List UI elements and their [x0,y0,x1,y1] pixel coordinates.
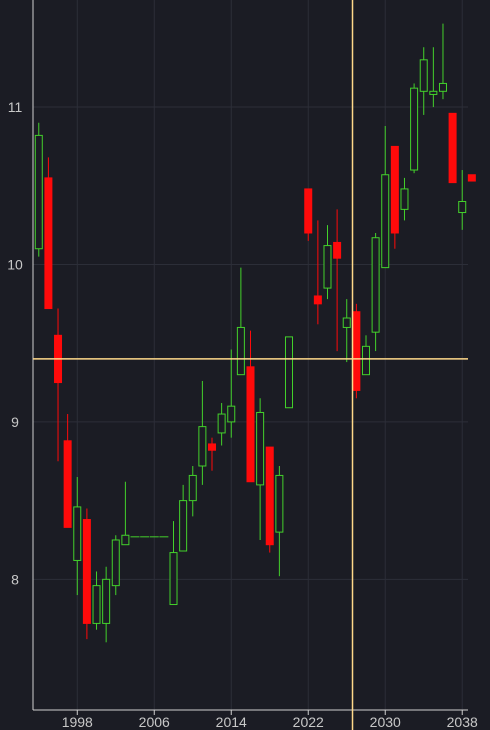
candle-body [44,177,53,310]
candle-body [352,311,361,391]
candle-up [92,571,101,630]
candle-body [227,405,236,423]
candle-body [208,443,217,451]
candle-body [400,188,409,210]
candle-up [429,47,438,108]
candle-body [63,440,72,528]
candle-body [342,317,351,328]
candle-up [102,566,111,643]
candle-down [352,303,361,399]
x-tick-label: 2022 [293,714,324,730]
candle-down [82,508,91,640]
x-tick-label: 2030 [370,714,401,730]
y-tick-label: 10 [7,256,23,272]
x-tick-label: 2006 [139,714,170,730]
y-tick-label: 8 [11,571,19,587]
candle-body [92,585,101,624]
candle-body [410,87,419,171]
candle-body [111,539,120,587]
tick-labels: 1998 2006 2014 2022 2030 2038 8 9 10 11 [7,99,478,730]
candle-up [217,403,226,446]
candle-body [429,90,438,95]
axes [32,0,468,715]
candle-body [217,413,226,434]
candle-body [121,534,130,546]
candle-down [448,112,457,184]
candle-up [438,23,447,100]
candle-up [323,225,332,300]
candle-down [333,209,342,352]
candle-down [265,446,274,553]
candle-up [342,299,351,363]
candle-body [304,188,313,234]
candle-down [467,174,476,182]
candle-body [458,201,467,214]
candle-body [467,174,476,182]
candle-up [361,335,370,376]
candle-up [188,465,197,517]
candle-up [179,484,188,552]
grid-lines [33,0,468,710]
candle-up [121,481,130,546]
candle-body [82,519,91,624]
candle-down [208,437,217,471]
x-tick-label: 2038 [447,714,478,730]
candle-body [313,295,322,305]
candle-body [438,82,447,92]
candle-down [246,330,255,483]
candle-up [371,232,380,352]
candle-body [256,411,265,486]
candle-body [236,326,245,376]
x-tick-label: 2014 [216,714,247,730]
candle-up [169,521,178,606]
candle-body [188,474,197,502]
candle-up [419,47,428,115]
candle-body [246,366,255,483]
candle-up [381,125,390,269]
y-tick-label: 11 [8,99,23,115]
candle-down [390,145,399,249]
candle-body [419,59,428,92]
candle-body [361,345,370,376]
candle-body [198,426,207,467]
candle-up [284,336,293,409]
candle-up [198,380,207,485]
candle-body [102,578,111,624]
x-tick-label: 1998 [62,714,93,730]
candle-body [73,506,82,561]
candle-body [371,237,380,333]
candle-body [265,446,274,546]
candle-up [256,398,265,540]
candle-up [111,535,120,596]
candle-up [73,477,82,596]
candle-down [313,220,322,325]
y-tick-label: 9 [11,414,19,430]
candle-body [390,145,399,234]
candle-up [410,83,419,174]
candle-body [381,174,390,269]
candles [34,23,476,643]
candle-body [275,474,284,533]
candle-body [323,245,332,289]
candle-body [284,336,293,409]
candle-body [333,241,342,259]
candle-up [275,465,284,577]
candle-down [63,414,72,528]
candle-up [34,122,43,257]
candle-body [169,552,178,606]
candle-up [236,267,245,376]
crosshair [33,0,468,730]
candle-down [304,188,313,241]
candle-down [44,157,53,310]
candle-up [458,170,467,230]
candle-body [179,500,188,552]
candle-down [54,308,63,462]
candle-body [34,134,43,250]
candle-body [448,112,457,184]
candle-up [227,349,236,438]
candle-up [400,177,409,221]
